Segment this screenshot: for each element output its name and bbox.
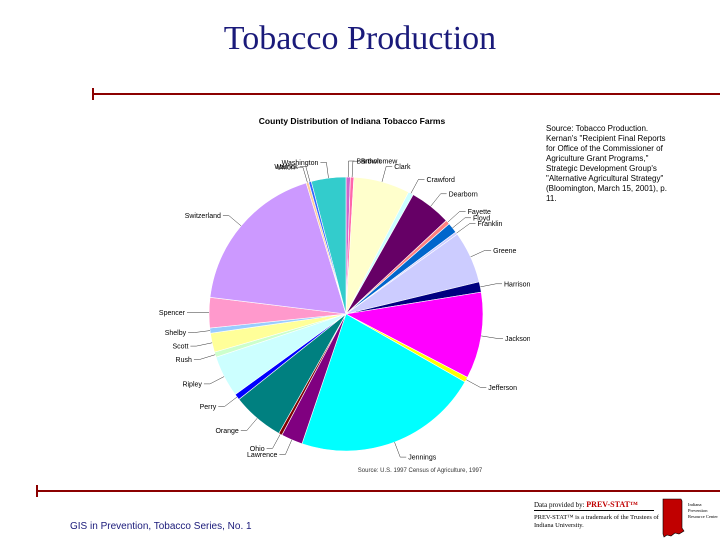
pie-label-jackson: Jackson	[505, 336, 530, 343]
leader-line-bartholomew	[347, 160, 355, 178]
leader-line-clark	[381, 166, 393, 182]
pie-label-franklin: Franklin	[478, 221, 503, 228]
data-provider-block: Data provided by: PREV-STAT™ PREV-STAT™ …	[532, 496, 720, 540]
leader-line-union	[296, 166, 308, 183]
pie-label-bartholomew: Bartholomew	[357, 159, 399, 166]
pie-leader-lines	[187, 160, 503, 458]
leader-line-jackson	[481, 335, 503, 339]
leader-line-dearborn	[430, 193, 447, 207]
leader-line-orange	[240, 418, 258, 431]
leader-line-floyd	[452, 217, 471, 229]
pie-label-floyd: Floyd	[473, 215, 490, 222]
pie-label-harrison: Harrison	[504, 281, 530, 288]
leader-line-fayette	[447, 211, 466, 223]
pie-label-shelby: Shelby	[165, 330, 187, 337]
leader-line-ohio	[266, 434, 281, 449]
leader-line-franklin	[456, 223, 476, 234]
pie-chart: County Distribution of Indiana Tobacco F…	[159, 116, 530, 474]
pie-label-clark: Clark	[394, 164, 411, 171]
pie-label-union: Union	[277, 165, 295, 172]
leader-line-crawford	[410, 179, 425, 194]
pie-label-greene: Greene	[493, 248, 516, 255]
leader-line-shelby	[188, 330, 211, 333]
title-divider	[92, 93, 720, 95]
leader-line-washington	[320, 162, 329, 179]
pie-label-washington: Washington	[282, 160, 319, 167]
leader-line-warrick	[299, 166, 311, 182]
leader-line-harrison	[480, 283, 502, 288]
leader-line-rush	[193, 354, 216, 360]
pie-label-perry: Perry	[200, 404, 217, 411]
pie-label-rush: Rush	[176, 357, 192, 364]
provider-trademark-note: PREV-STAT™ is a trademark of the Trustee…	[534, 514, 659, 529]
pie-label-dearborn: Dearborn	[449, 191, 478, 198]
leader-line-jefferson	[466, 379, 487, 388]
leader-line-ripley	[203, 376, 225, 385]
pie-slice-switzerland	[209, 182, 347, 315]
pie-label-jefferson: Jefferson	[488, 385, 517, 392]
pie-slice-washington	[310, 176, 347, 315]
leader-line-jennings	[394, 442, 407, 458]
resource-center-name: Indiana Prevention Resource Center	[688, 502, 718, 519]
provider-credit: Data provided by: PREV-STAT™	[534, 500, 638, 509]
source-note: Source: Tobacco Production. Kernan's "Re…	[546, 124, 667, 203]
footer-divider-tick	[36, 485, 38, 497]
pie-label-crawford: Crawford	[427, 177, 456, 184]
provider-prefix: Data provided by:	[534, 501, 587, 509]
provider-divider	[534, 510, 654, 511]
pie-label-switzerland: Switzerland	[185, 213, 221, 220]
leader-line-switzerland	[222, 215, 242, 227]
pie-label-scott: Scott	[172, 344, 188, 351]
pie-slices	[208, 176, 484, 452]
footer-series-label: GIS in Prevention, Tobacco Series, No. 1	[70, 521, 252, 532]
chart-title: County Distribution of Indiana Tobacco F…	[259, 116, 446, 126]
footer-divider	[36, 490, 720, 492]
pie-label-ripley: Ripley	[182, 381, 202, 388]
pie-label-fayette: Fayette	[468, 209, 491, 216]
leader-line-perry	[218, 396, 238, 407]
slide-title: Tobacco Production	[223, 20, 497, 57]
provider-brand: PREV-STAT™	[586, 500, 638, 509]
pie-label-orange: Orange	[215, 428, 238, 435]
pie-label-spencer: Spencer	[159, 310, 186, 317]
title-divider-tick	[92, 88, 94, 100]
leader-line-scott	[190, 342, 213, 347]
leader-line-lawrence	[279, 439, 293, 455]
leader-line-brown	[351, 160, 359, 178]
leader-line-greene	[470, 250, 492, 258]
pie-label-lawrence: Lawrence	[247, 452, 277, 459]
pie-label-jennings: Jennings	[408, 455, 437, 462]
pie-label-brown: Brown	[361, 159, 381, 166]
chart-source: Source: U.S. 1997 Census of Agriculture,…	[358, 468, 483, 474]
pie-label-warrick: Warrick	[274, 164, 298, 171]
pie-label-ohio: Ohio	[250, 446, 265, 453]
indiana-map-icon	[662, 498, 685, 538]
